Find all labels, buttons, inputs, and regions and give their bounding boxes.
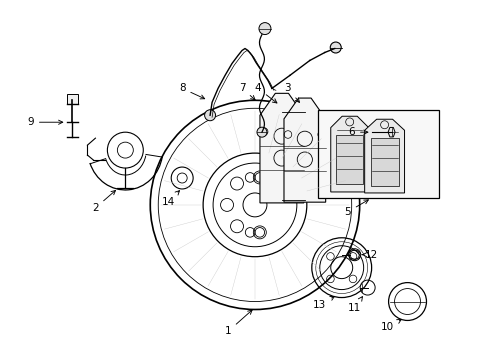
Text: 3: 3 [284,84,299,102]
Circle shape [256,127,266,137]
Polygon shape [370,138,398,185]
Text: 1: 1 [224,310,252,336]
Polygon shape [364,119,404,193]
Bar [66,94,78,104]
Circle shape [259,23,270,35]
Circle shape [329,42,341,53]
Text: 12: 12 [362,250,378,260]
Bar [317,110,439,198]
Text: 4: 4 [254,84,276,103]
Circle shape [204,110,215,121]
Polygon shape [336,135,362,184]
Polygon shape [260,93,303,203]
Text: 14: 14 [161,191,179,207]
Text: 8: 8 [179,84,204,99]
Polygon shape [330,116,368,192]
Text: 10: 10 [380,319,401,332]
Text: 9: 9 [27,117,62,127]
Polygon shape [387,127,394,137]
Text: 13: 13 [312,296,334,310]
Polygon shape [284,98,325,202]
Text: 6: 6 [347,127,367,137]
Text: 2: 2 [92,190,115,213]
Text: 5: 5 [344,200,367,217]
Text: 11: 11 [347,297,362,312]
Text: 7: 7 [238,84,255,100]
